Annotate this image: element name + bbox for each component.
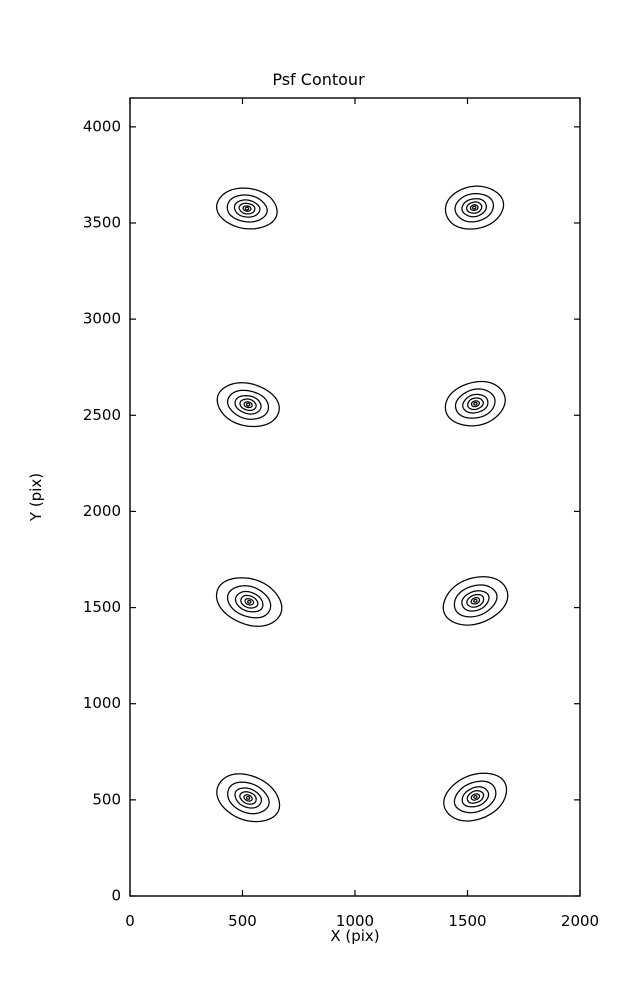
- contour-level: [443, 772, 508, 822]
- psf-contour-cluster: [215, 577, 283, 627]
- x-axis-ticks: 0 500 1000 1500 2000: [125, 98, 599, 930]
- y-axis-ticks: 0 500 1000 1500 2000 2500 3000 3500 4000: [83, 117, 580, 905]
- contour-peak-marker: [473, 401, 478, 406]
- x-tick-label: 1500: [448, 912, 486, 930]
- contour-level: [470, 793, 481, 801]
- y-tick-label: 4000: [83, 117, 121, 135]
- psf-contour-cluster: [216, 187, 278, 230]
- psf-contour-cluster: [443, 772, 508, 822]
- contour-peak-marker: [472, 205, 477, 210]
- plot-title: Psf Contour: [272, 70, 365, 89]
- contour-level: [453, 780, 497, 814]
- contour-level: [242, 205, 252, 212]
- psf-contour-cluster: [442, 576, 509, 626]
- contour-level: [226, 389, 270, 420]
- contour-level: [444, 185, 505, 230]
- psf-contour-cluster: [216, 382, 280, 428]
- contour-peak-marker: [244, 206, 250, 211]
- contour-peak-marker: [245, 795, 251, 800]
- psf-contour-cluster: [216, 773, 281, 823]
- contour-level: [233, 199, 261, 218]
- contour-level: [243, 794, 253, 802]
- contour-level: [454, 388, 496, 419]
- contour-level: [243, 401, 253, 409]
- contour-level: [234, 787, 263, 809]
- x-tick-label: 2000: [561, 912, 599, 930]
- contour-level: [244, 598, 255, 606]
- contour-level: [442, 576, 509, 626]
- y-tick-label: 3500: [83, 213, 121, 231]
- contour-level: [466, 790, 485, 804]
- y-tick-label: 2000: [83, 502, 121, 520]
- contour-level: [466, 201, 483, 214]
- x-tick-label: 1000: [336, 912, 374, 930]
- y-tick-label: 2500: [83, 406, 121, 424]
- x-tick-label: 0: [125, 912, 135, 930]
- contour-level: [226, 194, 268, 223]
- y-tick-label: 3000: [83, 310, 121, 328]
- y-tick-label: 500: [92, 790, 121, 808]
- contour-level: [454, 192, 495, 223]
- contour-level: [462, 393, 489, 414]
- contour-level: [453, 584, 498, 618]
- contour-level: [215, 577, 283, 627]
- x-tick-label: 500: [228, 912, 257, 930]
- contour-level: [238, 202, 256, 215]
- contour-peak-marker: [247, 599, 252, 604]
- contour-level: [226, 585, 272, 619]
- contour-level: [444, 380, 506, 427]
- contour-level: [470, 400, 480, 408]
- y-tick-label: 1000: [83, 694, 121, 712]
- contour-level: [461, 198, 487, 218]
- contour-peak-marker: [473, 795, 478, 799]
- contour-level: [216, 773, 281, 823]
- contour-level: [227, 781, 270, 815]
- contour-level: [234, 590, 264, 613]
- x-axis-label: X (pix): [330, 927, 379, 945]
- contour-peak-marker: [245, 402, 251, 407]
- contour-level: [239, 791, 257, 805]
- y-axis-label: Y (pix): [27, 473, 45, 522]
- contour-level: [466, 593, 485, 608]
- plot-area-background: [130, 98, 580, 896]
- contour-level: [461, 786, 490, 808]
- psf-contour-cluster: [444, 185, 505, 230]
- y-tick-label: 0: [111, 887, 121, 905]
- y-tick-label: 1500: [83, 598, 121, 616]
- contour-level: [239, 398, 257, 412]
- contour-level: [240, 594, 259, 609]
- contour-peak-marker: [473, 598, 478, 603]
- contour-level: [234, 395, 262, 415]
- contour-level: [461, 590, 490, 612]
- contour-level: [469, 204, 479, 211]
- contour-level: [216, 382, 280, 428]
- contour-level: [467, 397, 484, 411]
- contour-level: [470, 597, 481, 605]
- contour-group: [215, 185, 509, 823]
- contour-level: [216, 187, 278, 230]
- psf-contour-cluster: [444, 380, 506, 427]
